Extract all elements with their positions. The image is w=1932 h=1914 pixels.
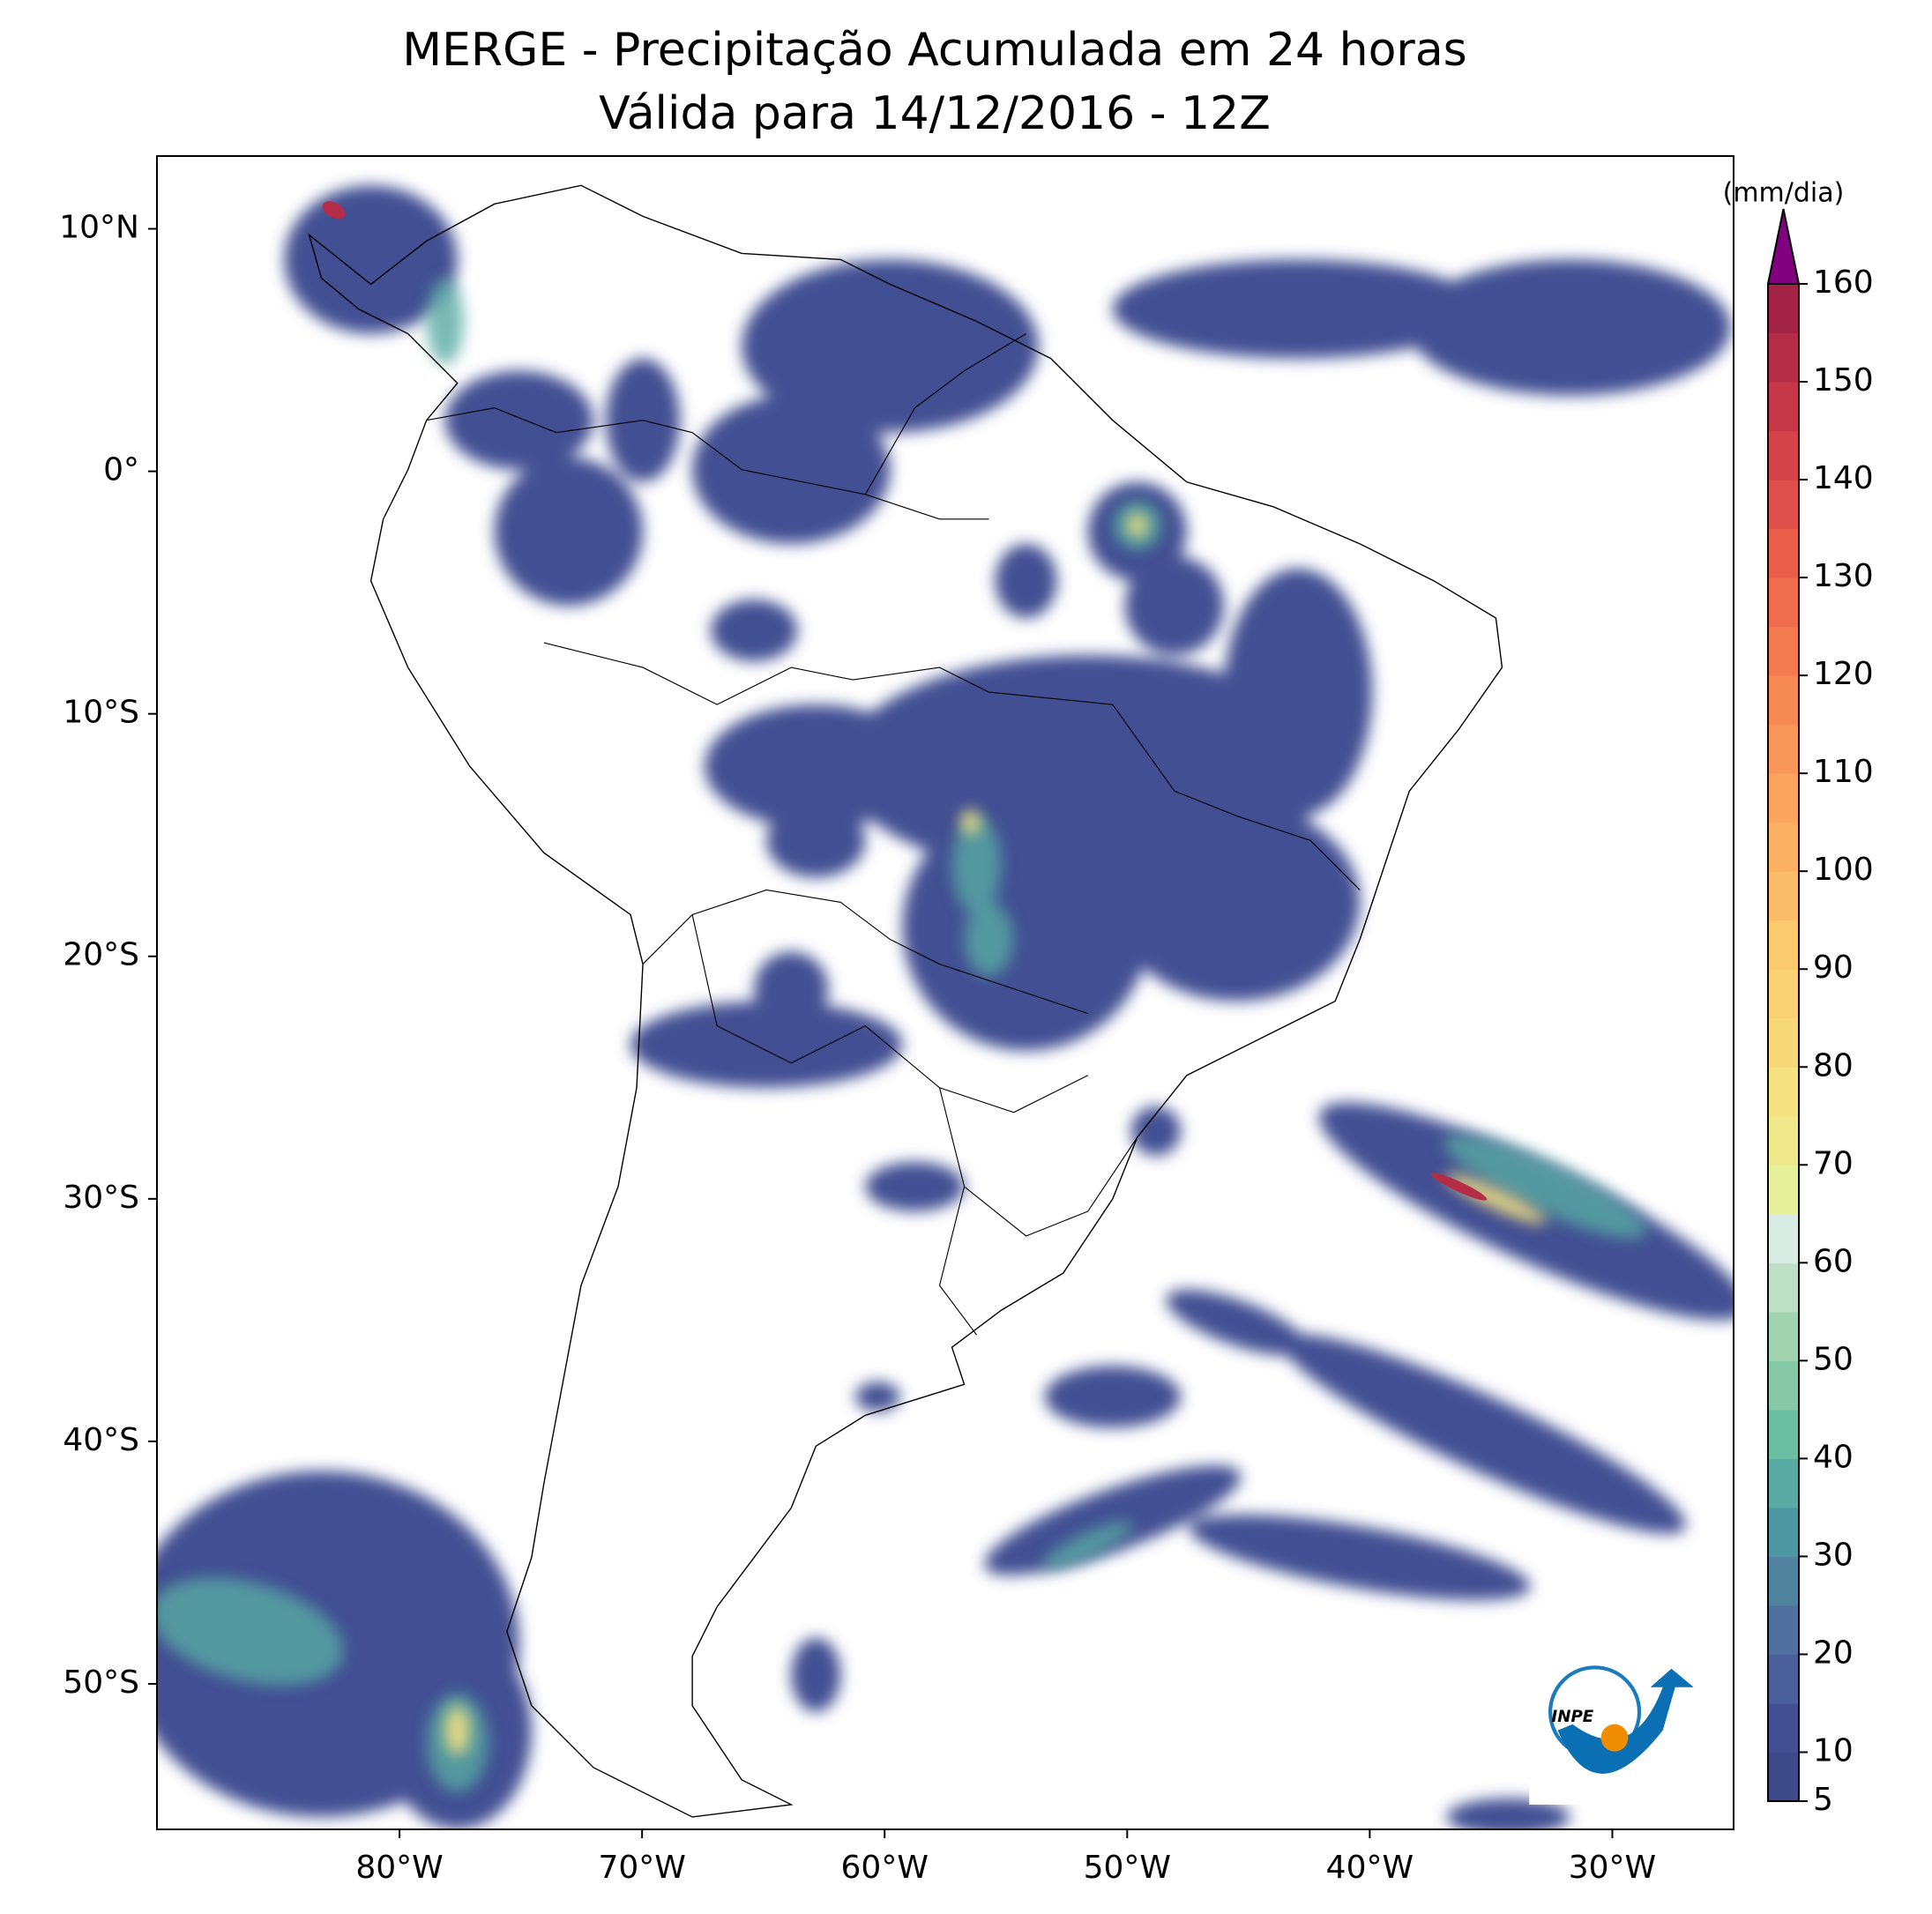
colorbar-tick-label: 140	[1813, 460, 1874, 496]
x-tick-label: 40°W	[1326, 1850, 1414, 1886]
colorbar-band	[1768, 1213, 1799, 1263]
colorbar-tick-label: 5	[1813, 1782, 1833, 1818]
colorbar-band	[1768, 1115, 1799, 1166]
colorbar-band	[1768, 626, 1799, 676]
colorbar-band	[1768, 969, 1799, 1019]
colorbar-tick-label: 40	[1813, 1439, 1854, 1475]
x-tick-label: 60°W	[841, 1850, 929, 1886]
colorbar-band	[1768, 675, 1799, 726]
colorbar-band	[1768, 430, 1799, 480]
colorbar-label: (mm/dia)	[1723, 178, 1845, 209]
colorbar-frame	[1767, 283, 1800, 1802]
colorbar-band	[1768, 1067, 1799, 1117]
colorbar-band	[1768, 1752, 1799, 1802]
colorbar-tick-label: 60	[1813, 1243, 1854, 1279]
colorbar-band	[1768, 332, 1799, 383]
coastline	[308, 184, 1503, 1818]
colorbar-band	[1768, 1409, 1799, 1459]
colorbar-band	[1768, 528, 1799, 578]
colorbar-tick-label: 130	[1813, 558, 1874, 594]
y-tick-label: 10°N	[59, 210, 139, 246]
colorbar-band	[1768, 773, 1799, 823]
colorbar-band	[1768, 1458, 1799, 1508]
heavy-rain-core	[1430, 1173, 1488, 1201]
colorbar-band	[1768, 1311, 1799, 1361]
logo-sun	[1600, 1724, 1629, 1752]
map-frame	[156, 155, 1734, 1830]
colorbar-tick-label: 90	[1813, 950, 1854, 986]
colorbar-tick-label: 10	[1813, 1732, 1854, 1769]
colorbar-band	[1768, 1262, 1799, 1313]
precipitation-field: INPE	[157, 184, 1734, 1829]
colorbar-band	[1768, 1556, 1799, 1606]
colorbar-band	[1768, 382, 1799, 432]
colorbar-tick-label: 30	[1813, 1537, 1854, 1573]
colorbar-tick-label: 20	[1813, 1635, 1854, 1671]
colorbar-band	[1768, 1165, 1799, 1215]
colorbar-tick-label: 70	[1813, 1145, 1854, 1181]
colorbar-band	[1768, 284, 1799, 334]
x-tick-label: 80°W	[355, 1850, 443, 1886]
colorbar-tick-label: 160	[1813, 264, 1874, 301]
colorbar-tick-label: 150	[1813, 362, 1874, 398]
colorbar-tick-label: 50	[1813, 1341, 1854, 1377]
heavy-rain-core	[322, 201, 346, 220]
y-tick-label: 0°	[103, 452, 139, 488]
colorbar-band	[1768, 577, 1799, 628]
y-tick-label: 30°S	[63, 1180, 139, 1216]
colorbar-band	[1768, 1605, 1799, 1655]
colorbar-band	[1768, 1654, 1799, 1704]
colorbar-band	[1768, 1017, 1799, 1068]
colorbar-band	[1768, 1702, 1799, 1753]
borders	[426, 333, 1361, 1336]
y-tick-label: 50°S	[63, 1665, 139, 1701]
logo-text: INPE	[1551, 1708, 1593, 1726]
colorbar-tick-label: 120	[1813, 656, 1874, 692]
y-tick-label: 40°S	[63, 1422, 139, 1458]
colorbar-tick-label: 110	[1813, 754, 1874, 790]
colorbar-band	[1768, 871, 1799, 921]
colorbar-band	[1768, 480, 1799, 530]
colorbar-band	[1768, 1360, 1799, 1411]
colorbar-extend	[1766, 208, 1801, 285]
x-tick-label: 30°W	[1569, 1850, 1656, 1886]
x-tick-label: 50°W	[1084, 1850, 1171, 1886]
x-tick-label: 70°W	[598, 1850, 685, 1886]
colorbar-band	[1768, 724, 1799, 774]
map-subtitle: Válida para 14/12/2016 - 12Z	[599, 87, 1271, 140]
y-tick-label: 10°S	[63, 695, 139, 731]
colorbar-band	[1768, 1507, 1799, 1557]
logo-background	[1529, 1622, 1715, 1805]
y-tick-label: 20°S	[63, 937, 139, 973]
map-title: MERGE - Precipitação Acumulada em 24 hor…	[402, 24, 1467, 77]
colorbar-band	[1768, 920, 1799, 970]
colorbar-band	[1768, 822, 1799, 872]
logo-arrow	[1557, 1668, 1694, 1774]
colorbar-tick-label: 80	[1813, 1047, 1854, 1084]
colorbar-tick-label: 100	[1813, 852, 1874, 888]
